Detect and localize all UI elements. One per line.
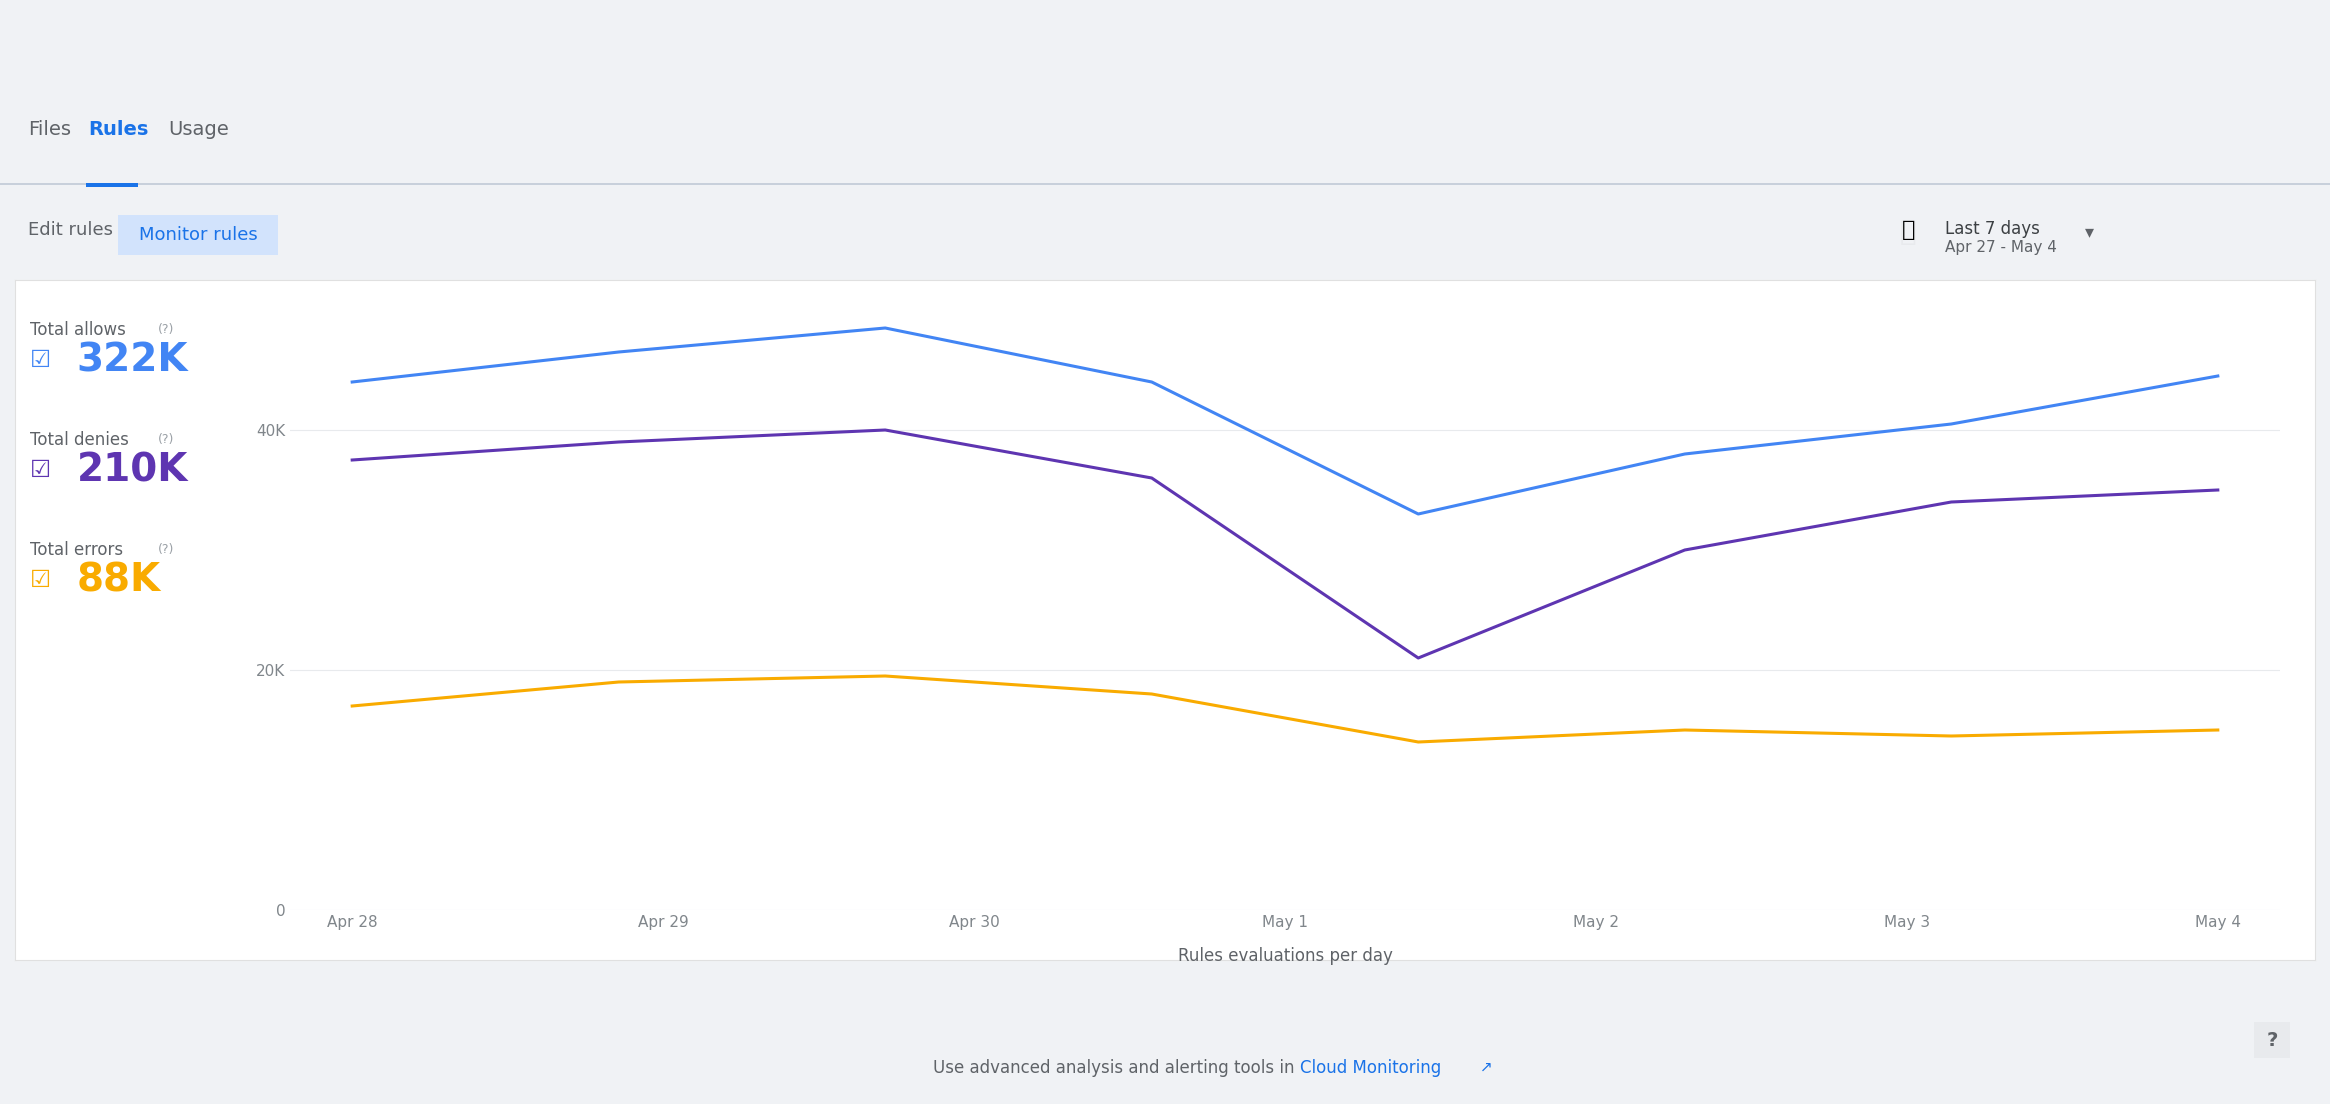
X-axis label: Rules evaluations per day: Rules evaluations per day bbox=[1177, 946, 1393, 965]
Text: Last 7 days: Last 7 days bbox=[1946, 220, 2039, 238]
Text: Usage: Usage bbox=[168, 120, 228, 139]
Text: 📅: 📅 bbox=[1901, 220, 1915, 240]
Text: 322K: 322K bbox=[77, 341, 189, 379]
Text: Files: Files bbox=[28, 120, 70, 139]
Text: ⬜: ⬜ bbox=[1899, 217, 1918, 246]
Text: ▾: ▾ bbox=[2085, 223, 2095, 241]
Text: Total denies: Total denies bbox=[30, 431, 128, 449]
Text: Total allows: Total allows bbox=[30, 321, 126, 339]
Text: 210K: 210K bbox=[77, 452, 189, 489]
Text: Cloud Monitoring: Cloud Monitoring bbox=[1300, 1059, 1442, 1078]
Text: 88K: 88K bbox=[77, 561, 161, 599]
Text: ☑: ☑ bbox=[30, 567, 51, 592]
Text: Rules: Rules bbox=[89, 120, 149, 139]
Text: Use advanced analysis and alerting tools in: Use advanced analysis and alerting tools… bbox=[934, 1059, 1300, 1078]
Text: ?: ? bbox=[2267, 1030, 2279, 1050]
Text: ↗: ↗ bbox=[1475, 1061, 1494, 1075]
Text: Edit rules: Edit rules bbox=[28, 221, 112, 238]
Text: Monitor rules: Monitor rules bbox=[137, 226, 256, 244]
Text: Apr 27 - May 4: Apr 27 - May 4 bbox=[1946, 240, 2057, 255]
Text: (?): (?) bbox=[158, 543, 175, 556]
Text: (?): (?) bbox=[158, 323, 175, 337]
Text: (?): (?) bbox=[158, 434, 175, 446]
Text: ☑: ☑ bbox=[30, 348, 51, 372]
Text: Total errors: Total errors bbox=[30, 541, 123, 559]
Text: ☑: ☑ bbox=[30, 458, 51, 482]
